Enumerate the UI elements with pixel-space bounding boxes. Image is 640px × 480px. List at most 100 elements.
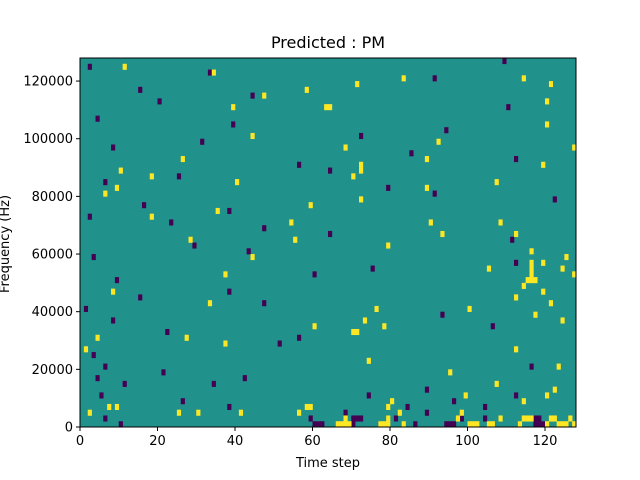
heatmap-cell-high: [312, 323, 317, 330]
heatmap-cell-high: [529, 259, 534, 266]
heatmap-cell-high: [374, 305, 379, 312]
heatmap-cell-low: [122, 380, 127, 387]
heatmap-cell-high: [521, 398, 526, 405]
heatmap-cell-low: [95, 375, 100, 382]
heatmap-cell-low: [328, 167, 333, 174]
heatmap-cell-low: [207, 69, 213, 76]
heatmap-cell-high: [424, 156, 430, 163]
heatmap-cell-low: [343, 409, 348, 416]
heatmap-cell-high: [572, 144, 577, 151]
heatmap-cell-high: [308, 202, 313, 209]
heatmap-cell-high: [545, 421, 550, 428]
heatmap-cell-low: [424, 409, 430, 416]
heatmap-cell-high: [486, 265, 492, 272]
heatmap-cell-low: [103, 179, 108, 186]
heatmap-cell-high: [494, 380, 499, 387]
chart-title: Predicted : PM: [271, 33, 385, 52]
heatmap-cell-low: [320, 421, 325, 428]
heatmap-cell-high: [556, 363, 561, 370]
heatmap-cell-low: [440, 311, 445, 318]
heatmap-cell-low: [246, 248, 251, 255]
heatmap-cell-low: [541, 421, 546, 428]
heatmap-cell-low: [366, 392, 371, 399]
heatmap-cell-low: [103, 363, 108, 370]
heatmap-cell-high: [359, 161, 364, 168]
heatmap-cell-high: [355, 328, 360, 336]
heatmap-cell-high: [529, 415, 534, 422]
heatmap-cell-low: [355, 415, 360, 422]
heatmap-cell-low: [262, 300, 267, 307]
heatmap-cell-high: [521, 415, 526, 422]
heatmap-background: [80, 58, 576, 427]
heatmap-cell-high: [397, 409, 402, 416]
heatmap-cell-low: [91, 352, 96, 359]
heatmap-cell-high: [401, 75, 406, 82]
heatmap-cell-high: [521, 282, 526, 289]
heatmap-cell-high: [355, 81, 360, 88]
heatmap-cell-low: [242, 375, 247, 382]
heatmap-cell-high: [424, 184, 430, 191]
heatmap-cell-low: [308, 415, 313, 422]
heatmap-cell-low: [200, 138, 205, 145]
heatmap-cell-high: [564, 421, 569, 428]
heatmap-cell-low: [312, 271, 317, 278]
heatmap-cell-low: [483, 403, 488, 411]
heatmap-cell-low: [114, 277, 120, 284]
y-tick-label: 100000: [23, 132, 73, 147]
plot-frame: [79, 57, 577, 428]
heatmap-cell-high: [572, 271, 577, 278]
heatmap-cell-low: [87, 63, 92, 70]
heatmap-cell-low: [99, 392, 104, 399]
heatmap-cell-low: [351, 415, 356, 422]
heatmap-cell-low: [316, 421, 321, 428]
heatmap-cell-high: [548, 81, 554, 88]
heatmap-cell-high: [351, 173, 356, 180]
heatmap-cell-high: [347, 421, 352, 428]
heatmap-cell-high: [343, 421, 348, 428]
heatmap-cell-high: [529, 271, 534, 278]
heatmap-cell-low: [169, 219, 174, 226]
heatmap-cell-low: [277, 340, 282, 347]
heatmap-cell-high: [250, 132, 255, 140]
heatmap-cell-low: [231, 121, 236, 128]
heatmap-cell-high: [211, 69, 216, 76]
heatmap-cell-high: [428, 219, 433, 226]
heatmap-cell-low: [424, 386, 430, 393]
heatmap-cell-low: [87, 213, 92, 220]
heatmap-cell-low: [297, 161, 302, 168]
heatmap-cell-high: [560, 265, 565, 272]
heatmap-cell-low: [138, 294, 143, 301]
heatmap-cell-high: [289, 219, 294, 226]
x-tick-label: 0: [76, 434, 84, 449]
heatmap-cell-high: [223, 340, 228, 347]
heatmap-cell-high: [514, 230, 519, 238]
heatmap-cell-low: [432, 190, 437, 197]
heatmap-cell-low: [192, 242, 197, 249]
heatmap-cell-low: [502, 58, 507, 65]
heatmap-cell-low: [537, 421, 542, 428]
heatmap-cell-low: [138, 86, 143, 93]
heatmap-cell-high: [343, 144, 348, 151]
heatmap-cell-high: [382, 323, 387, 330]
heatmap-cell-high: [114, 403, 120, 411]
heatmap-cell-low: [328, 230, 333, 238]
heatmap-cell-high: [262, 92, 267, 99]
x-axis-label: Time step: [295, 456, 360, 471]
heatmap-cell-low: [432, 75, 437, 82]
heatmap-cell-high: [525, 415, 530, 422]
heatmap-cell-high: [324, 104, 329, 111]
heatmap-cell-high: [149, 173, 154, 180]
heatmap-cell-high: [328, 104, 333, 111]
heatmap-cell-high: [114, 184, 120, 191]
heatmap-cell-low: [359, 132, 364, 140]
heatmap-cell-high: [548, 415, 554, 422]
heatmap-cell-low: [227, 207, 232, 214]
heatmap-cell-high: [564, 254, 569, 261]
heatmap-cell-low: [111, 317, 116, 324]
heatmap-cell-low: [506, 104, 511, 111]
heatmap-cell-low: [351, 421, 356, 428]
heatmap-cell-high: [235, 179, 240, 186]
heatmap-cell-high: [552, 415, 557, 422]
heatmap-cell-high: [545, 98, 550, 105]
heatmap-cell-high: [525, 277, 530, 284]
